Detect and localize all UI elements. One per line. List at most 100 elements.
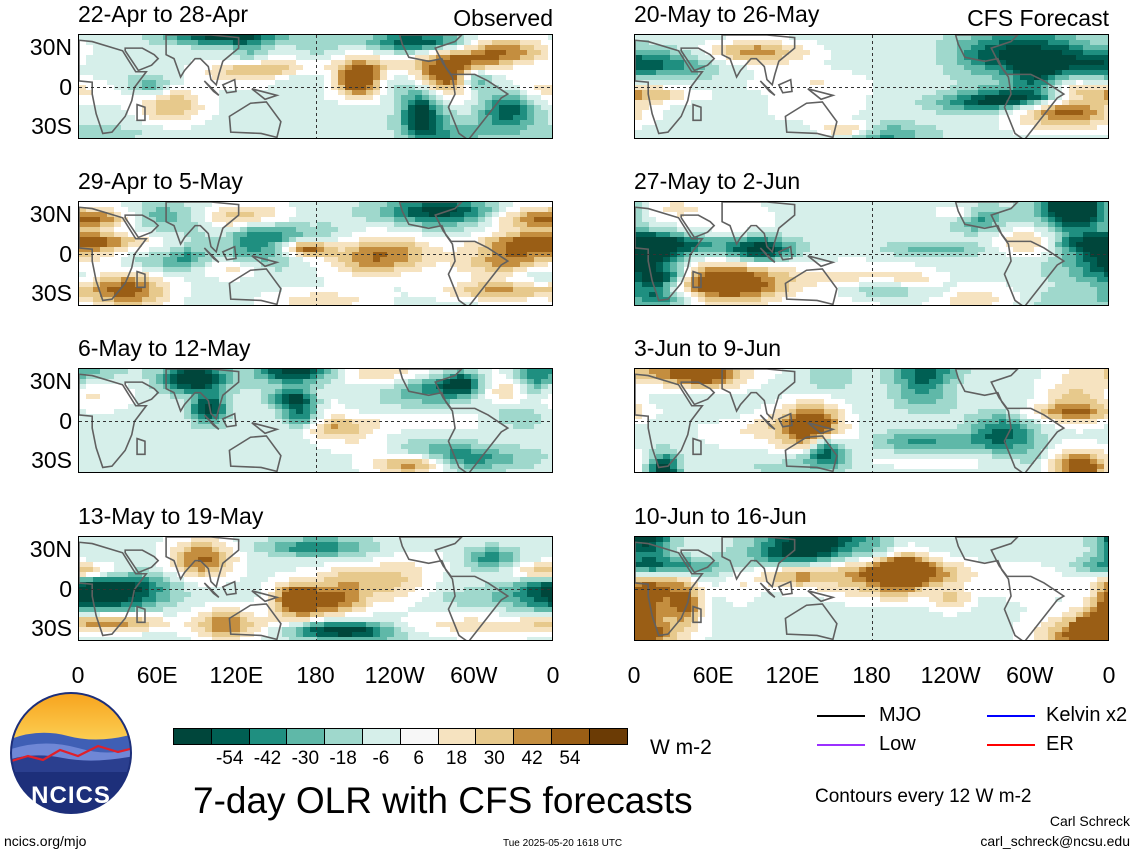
olr-anomaly-cell	[380, 617, 387, 622]
olr-anomaly-cell	[499, 282, 506, 287]
olr-anomaly-cell	[513, 542, 520, 547]
olr-anomaly-cell	[338, 120, 345, 125]
olr-anomaly-cell	[86, 130, 93, 135]
olr-anomaly-cell	[198, 597, 205, 602]
olr-anomaly-cell	[121, 60, 128, 65]
olr-anomaly-cell	[107, 537, 114, 542]
olr-anomaly-cell	[135, 394, 142, 399]
olr-anomaly-cell	[527, 577, 534, 582]
olr-anomaly-cell	[443, 557, 450, 562]
olr-anomaly-cell	[107, 40, 114, 45]
olr-anomaly-cell	[219, 369, 226, 374]
olr-anomaly-cell	[450, 60, 457, 65]
olr-anomaly-cell	[191, 389, 198, 394]
olr-anomaly-cell	[310, 399, 317, 404]
olr-anomaly-cell	[380, 45, 387, 50]
olr-anomaly-cell	[373, 464, 380, 469]
olr-anomaly-cell	[289, 247, 296, 252]
olr-anomaly-cell	[212, 135, 219, 138]
olr-anomaly-cell	[282, 100, 289, 105]
olr-anomaly-cell	[387, 369, 394, 374]
olr-anomaly-cell	[331, 459, 338, 464]
olr-anomaly-cell	[642, 90, 649, 95]
olr-anomaly-cell	[506, 384, 513, 389]
olr-anomaly-cell	[275, 60, 282, 65]
olr-anomaly-cell	[401, 449, 408, 454]
olr-anomaly-cell	[345, 95, 352, 100]
olr-anomaly-cell	[422, 429, 429, 434]
olr-anomaly-cell	[359, 542, 366, 547]
olr-anomaly-cell	[114, 369, 121, 374]
olr-anomaly-cell	[289, 277, 296, 282]
olr-anomaly-cell	[478, 429, 485, 434]
olr-anomaly-cell	[79, 592, 86, 597]
olr-anomaly-cell	[114, 449, 121, 454]
olr-anomaly-cell	[170, 80, 177, 85]
olr-anomaly-cell	[198, 272, 205, 277]
olr-anomaly-cell	[394, 444, 401, 449]
olr-anomaly-cell	[345, 65, 352, 70]
olr-anomaly-cell	[100, 292, 107, 297]
olr-anomaly-cell	[656, 75, 663, 80]
olr-anomaly-cell	[149, 217, 156, 222]
olr-anomaly-cell	[205, 394, 212, 399]
olr-anomaly-cell	[464, 567, 471, 572]
olr-anomaly-cell	[506, 237, 513, 242]
olr-anomaly-cell	[352, 389, 359, 394]
olr-anomaly-cell	[170, 394, 177, 399]
olr-anomaly-cell	[359, 95, 366, 100]
olr-anomaly-cell	[345, 547, 352, 552]
olr-anomaly-cell	[345, 212, 352, 217]
olr-anomaly-cell	[135, 454, 142, 459]
olr-anomaly-cell	[712, 65, 719, 70]
olr-anomaly-cell	[233, 70, 240, 75]
olr-anomaly-cell	[219, 302, 226, 305]
olr-anomaly-cell	[719, 70, 726, 75]
olr-anomaly-cell	[541, 217, 548, 222]
olr-anomaly-cell	[128, 627, 135, 632]
olr-anomaly-cell	[191, 394, 198, 399]
olr-anomaly-cell	[79, 562, 86, 567]
olr-anomaly-cell	[548, 389, 552, 394]
olr-anomaly-cell	[380, 369, 387, 374]
olr-anomaly-cell	[142, 542, 149, 547]
olr-anomaly-cell	[541, 135, 548, 138]
olr-anomaly-cell	[219, 567, 226, 572]
olr-anomaly-cell	[121, 272, 128, 277]
olr-anomaly-cell	[457, 247, 464, 252]
olr-anomaly-cell	[649, 55, 656, 60]
olr-anomaly-cell	[303, 277, 310, 282]
olr-anomaly-cell	[198, 217, 205, 222]
olr-anomaly-cell	[677, 130, 684, 135]
olr-anomaly-cell	[457, 459, 464, 464]
olr-anomaly-cell	[541, 384, 548, 389]
olr-anomaly-cell	[548, 105, 552, 110]
olr-anomaly-cell	[670, 60, 677, 65]
olr-anomaly-cell	[719, 65, 726, 70]
olr-anomaly-cell	[541, 444, 548, 449]
olr-anomaly-cell	[177, 389, 184, 394]
olr-anomaly-cell	[464, 592, 471, 597]
olr-anomaly-cell	[107, 207, 114, 212]
olr-anomaly-cell	[506, 587, 513, 592]
olr-anomaly-cell	[492, 434, 499, 439]
olr-anomaly-cell	[548, 120, 552, 125]
olr-anomaly-cell	[548, 282, 552, 287]
olr-anomaly-cell	[726, 75, 733, 80]
olr-anomaly-cell	[345, 592, 352, 597]
olr-anomaly-cell	[156, 105, 163, 110]
olr-anomaly-cell	[499, 592, 506, 597]
olr-anomaly-cell	[177, 587, 184, 592]
olr-anomaly-cell	[79, 374, 86, 379]
olr-anomaly-cell	[219, 454, 226, 459]
olr-anomaly-cell	[429, 409, 436, 414]
olr-anomaly-cell	[429, 454, 436, 459]
olr-anomaly-cell	[443, 227, 450, 232]
olr-anomaly-cell	[548, 414, 552, 419]
olr-anomaly-cell	[170, 90, 177, 95]
olr-anomaly-cell	[282, 262, 289, 267]
olr-anomaly-cell	[93, 582, 100, 587]
olr-anomaly-cell	[492, 389, 499, 394]
olr-anomaly-cell	[352, 547, 359, 552]
olr-anomaly-cell	[457, 267, 464, 272]
